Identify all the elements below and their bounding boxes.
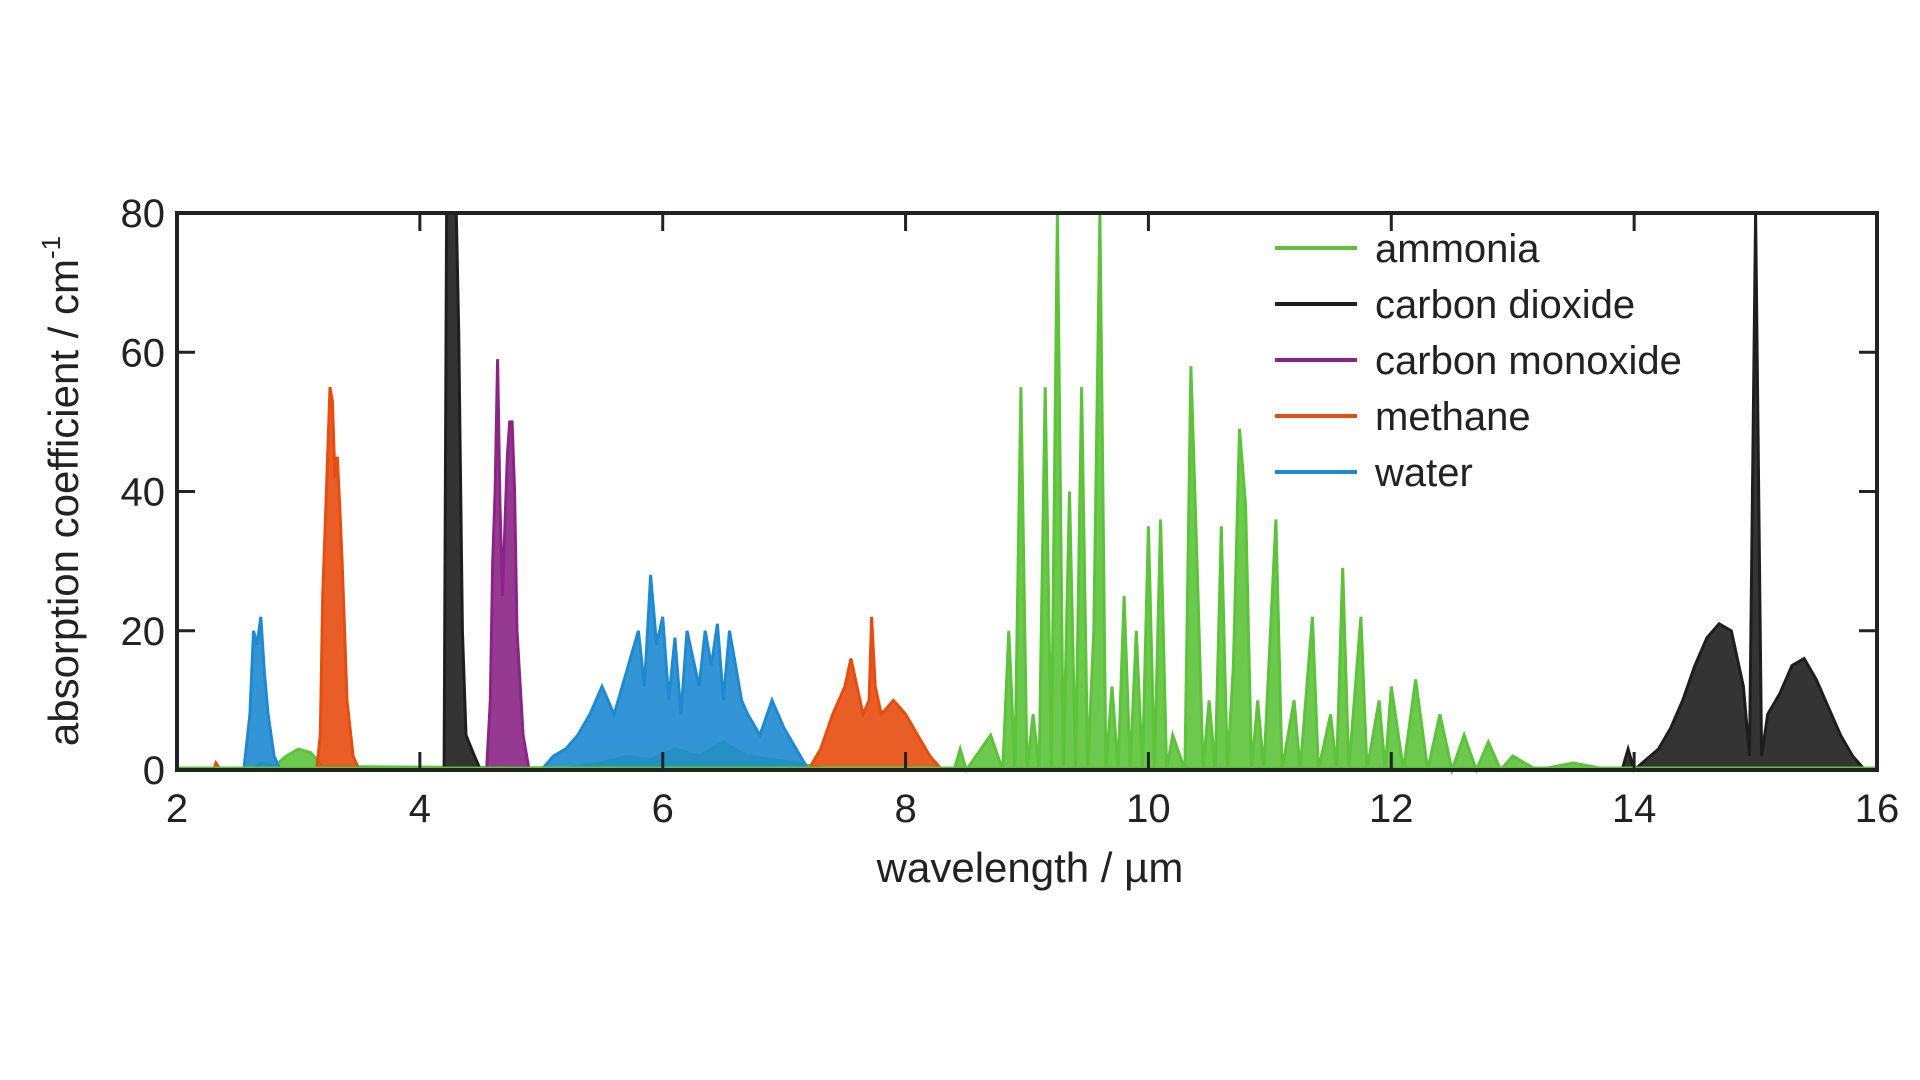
ticks-layer: 2 4 6 8 10 12 14 16 0 20 40 60 80 [121,192,1900,831]
x-axis-title: wavelength / µm [876,844,1184,891]
series-water [242,574,810,772]
y-tick-label: 60 [121,331,166,375]
legend-label-ammonia: ammonia [1375,227,1540,271]
legend-label-carbon-dioxide: carbon dioxide [1375,283,1635,327]
y-axis-title-superscript: -1 [36,236,66,259]
x-tick-label: 16 [1855,787,1900,831]
series-carbon-dioxide [442,211,1867,773]
series-carbon-monoxide [485,359,531,771]
y-tick-label: 0 [143,749,165,793]
legend-label-methane: methane [1375,395,1531,439]
legend: ammonia carbon dioxide carbon monoxide meth… [1275,227,1682,495]
x-tick-label: 6 [652,787,674,831]
x-tick-label: 10 [1126,787,1171,831]
x-tick-label: 14 [1612,787,1657,831]
y-tick-label: 40 [121,471,166,515]
x-tick-label: 2 [166,787,188,831]
legend-label-carbon-monoxide: carbon monoxide [1375,339,1682,383]
y-tick-label: 80 [121,192,166,236]
x-tick-label: 4 [409,787,431,831]
series-methane [211,386,944,772]
y-axis-title-text: absorption coefficient / cm [40,259,87,746]
y-tick-label: 20 [121,610,166,654]
x-tick-label: 8 [894,787,916,831]
y-axis-title: absorption coefficient / cm-1 [36,236,87,746]
legend-label-water: water [1374,451,1473,495]
x-tick-label: 12 [1369,787,1414,831]
